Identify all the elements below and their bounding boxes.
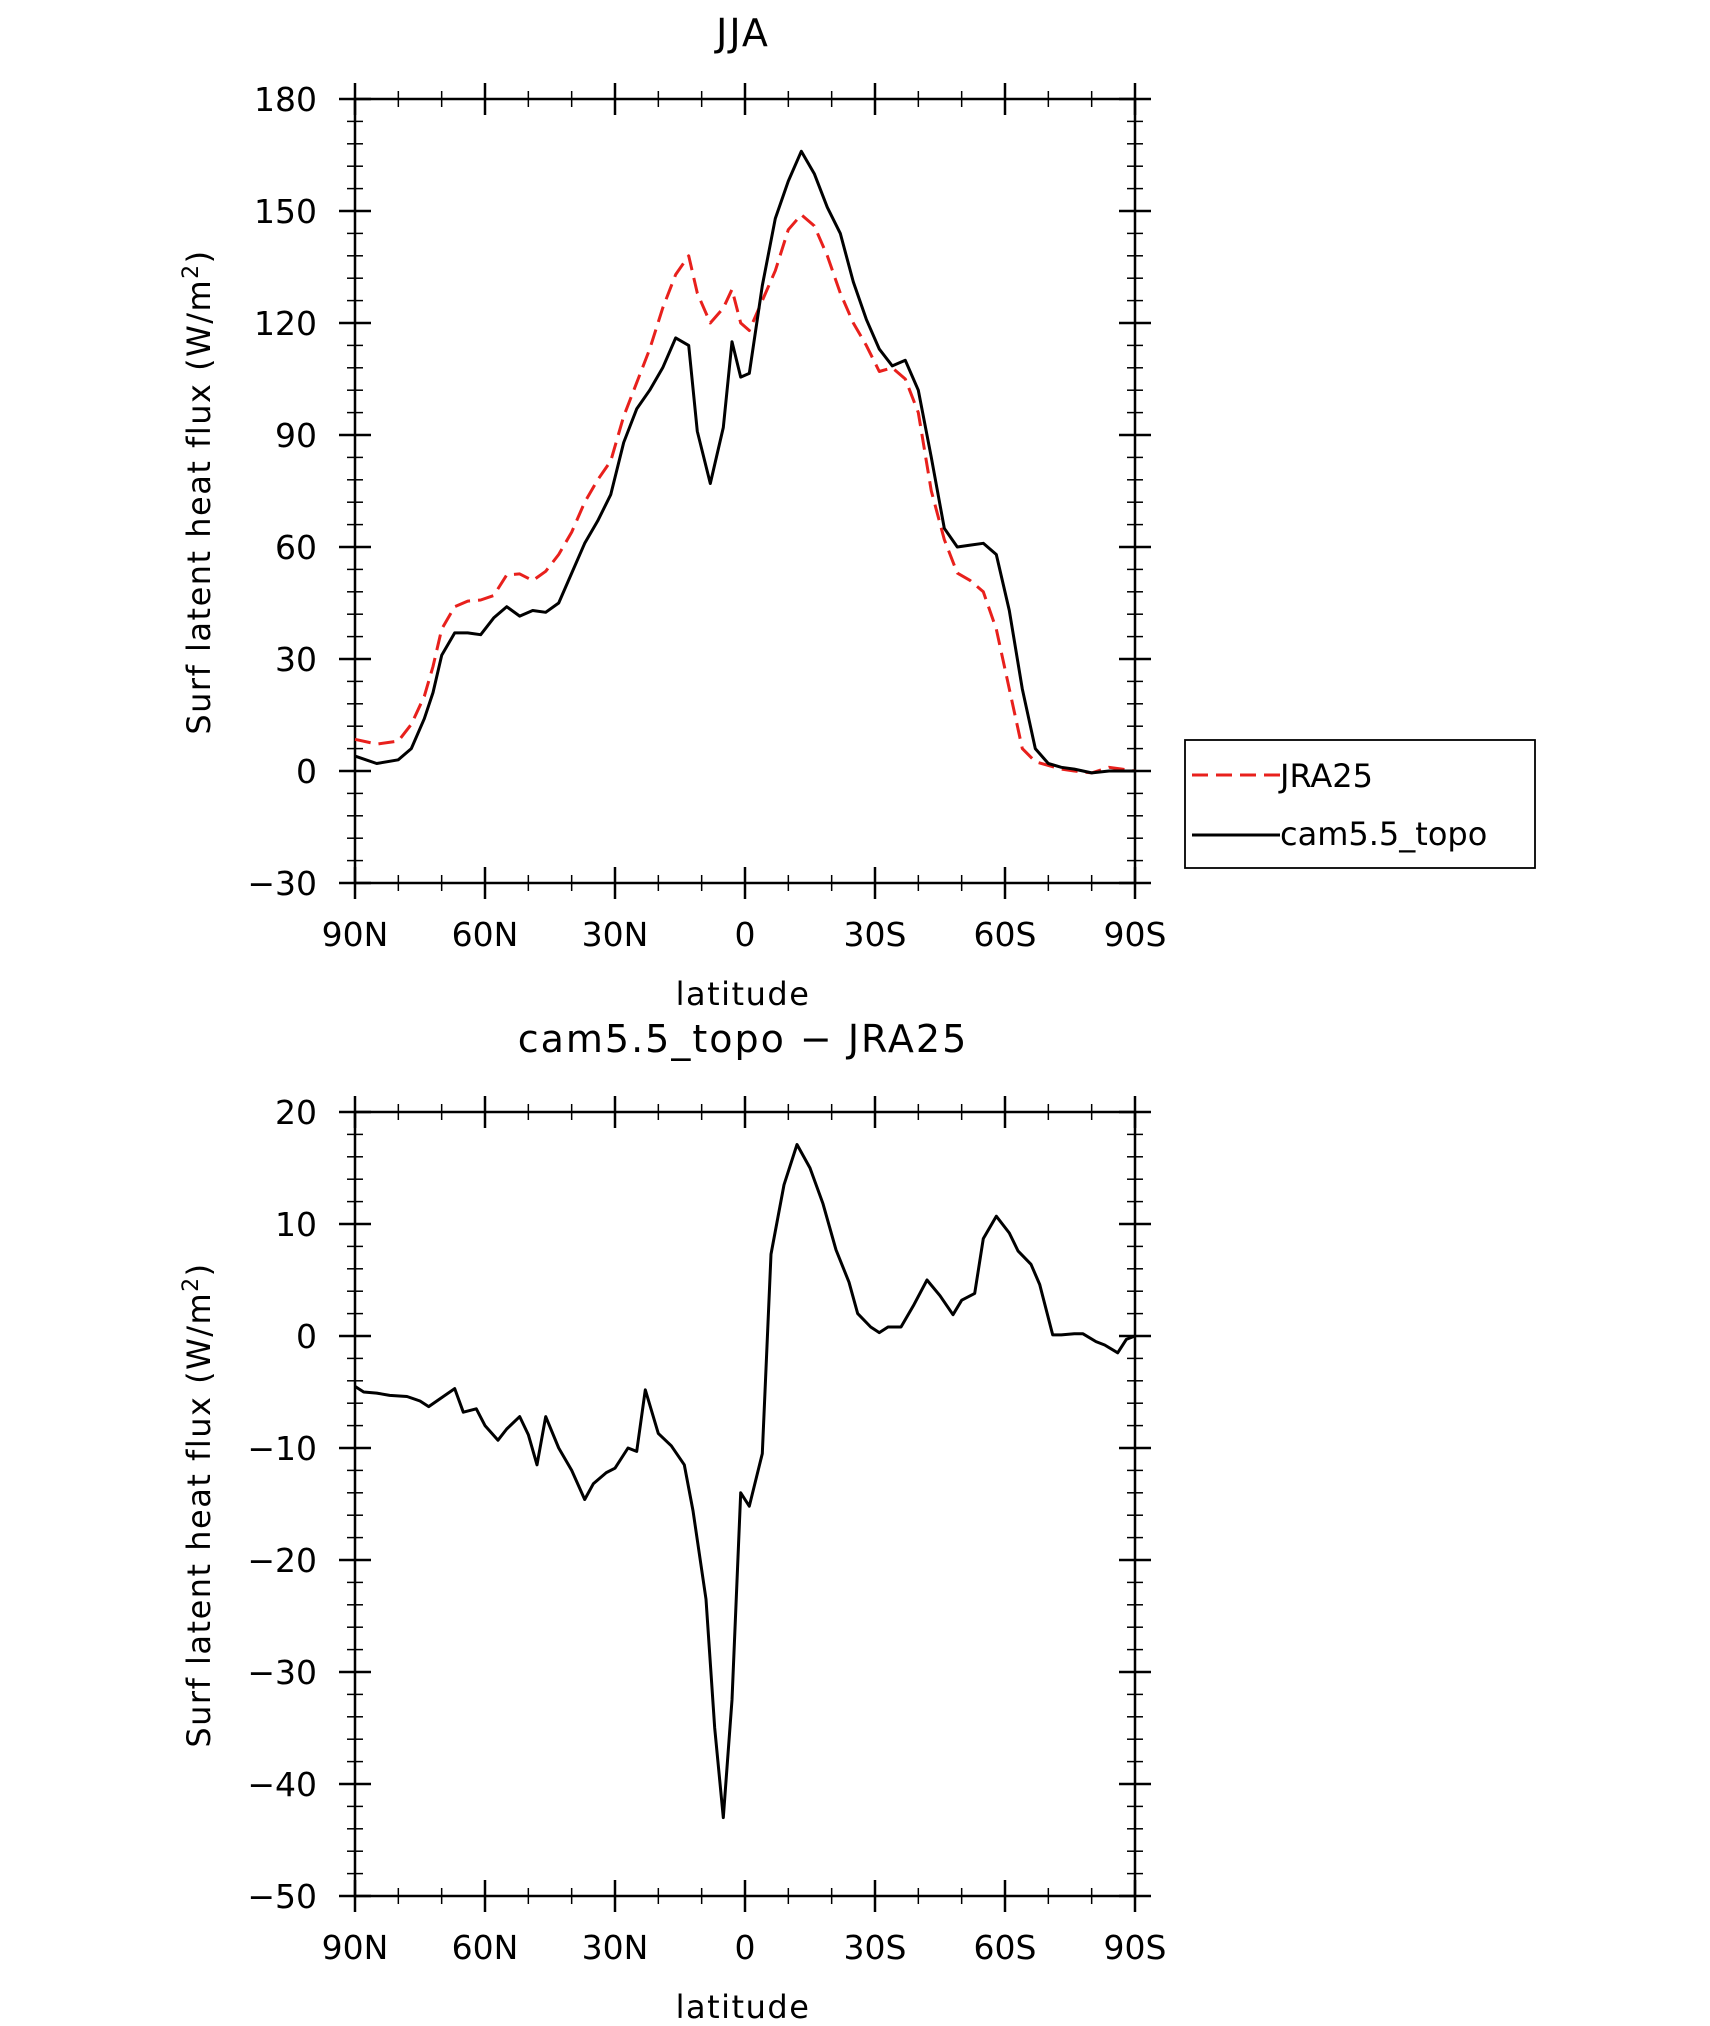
legend: JRA25 cam5.5_topo <box>1184 739 1536 869</box>
y-tick-label: 30 <box>275 640 317 679</box>
panel-bottom-x-axis-label: latitude <box>676 1988 811 2021</box>
panel-bottom-plot-frame <box>353 1110 1137 1898</box>
x-tick-label: 30S <box>844 915 907 954</box>
x-tick-label: 30S <box>844 1928 907 1967</box>
y-tick-label: −30 <box>247 864 317 903</box>
panel-bottom-y-axis-label-main: Surf latent heat flux (W/m <box>180 1292 218 1748</box>
y-tick-label: −30 <box>247 1653 317 1692</box>
panel-top-jja: JJA −30 0 30 60 90 120 150 180 90N 60N 30N 0 30S 60S… <box>179 11 1166 1013</box>
legend-box <box>1184 739 1536 869</box>
panel-top-y-axis-label-main: Surf latent heat flux (W/m <box>180 279 218 735</box>
panel-bottom-y-axis-label-sup: 2 <box>179 1276 204 1292</box>
panel-top-x-axis-label: latitude <box>676 975 811 1013</box>
x-tick-label: 90S <box>1104 915 1167 954</box>
x-tick-label: 60S <box>974 1928 1037 1967</box>
x-tick-label: 90N <box>322 1928 389 1967</box>
legend-label-cam55-topo: cam5.5_topo <box>1280 815 1487 853</box>
y-tick-label: 20 <box>275 1093 317 1132</box>
y-tick-label: 180 <box>254 80 317 119</box>
series-line-jra25 <box>354 213 1136 775</box>
panel-top-y-axis-label-sup: 2 <box>179 263 204 279</box>
panel-bottom-y-axis-label-close: ) <box>180 1262 218 1276</box>
y-tick-label: 10 <box>275 1205 317 1244</box>
x-tick-label: 60N <box>452 1928 519 1967</box>
x-tick-label: 30N <box>582 1928 649 1967</box>
panel-top-series <box>354 149 1136 775</box>
panel-bottom-series <box>354 1143 1136 1820</box>
panel-top-x-tick-labels: 90N 60N 30N 0 30S 60S 90S <box>322 915 1167 954</box>
panel-bottom-y-tick-labels: −50 −40 −30 −20 −10 0 10 20 <box>247 1093 317 1916</box>
x-tick-label: 60S <box>974 915 1037 954</box>
x-tick-label: 30N <box>582 915 649 954</box>
panel-bottom-y-axis-label: Surf latent heat flux (W/m2) <box>179 1262 218 1747</box>
x-tick-label: 60N <box>452 915 519 954</box>
y-tick-label: 0 <box>296 752 317 791</box>
series-line-cam5-5-topo-jra25 <box>354 1143 1136 1820</box>
y-tick-label: 150 <box>254 192 317 231</box>
legend-label-jra25: JRA25 <box>1278 757 1373 795</box>
panel-top-y-axis-label: Surf latent heat flux (W/m2) <box>179 249 218 734</box>
panel-bottom-title: cam5.5_topo − JRA25 <box>518 1017 969 1061</box>
panel-top-plot-frame <box>353 97 1137 885</box>
x-tick-label: 0 <box>735 915 756 954</box>
y-tick-label: −40 <box>247 1765 317 1804</box>
y-tick-label: 0 <box>296 1317 317 1356</box>
panel-top-y-axis-label-close: ) <box>180 249 218 263</box>
y-tick-label: 120 <box>254 304 317 343</box>
x-tick-label: 90N <box>322 915 389 954</box>
panel-top-y-tick-labels: −30 0 30 60 90 120 150 180 <box>247 80 317 903</box>
panel-bottom-difference: cam5.5_topo − JRA25 −50−40−30−20−1001020… <box>179 1017 1167 2026</box>
panel-top-title: JJA <box>714 11 770 55</box>
y-tick-label: −20 <box>247 1541 317 1580</box>
series-line-cam5-5-topo <box>354 149 1135 775</box>
panel-bottom-x-tick-labels: 90N 60N 30N 0 30S 60S 90S <box>322 1928 1167 1967</box>
panel-top-ticks <box>339 83 1151 899</box>
x-tick-label: 90S <box>1104 1928 1167 1967</box>
y-tick-label: 60 <box>275 528 317 567</box>
y-tick-label: −10 <box>247 1429 317 1468</box>
y-tick-label: 90 <box>275 416 317 455</box>
panel-bottom-ticks <box>339 1096 1151 1912</box>
x-tick-label: 0 <box>735 1928 756 1967</box>
y-tick-label: −50 <box>247 1877 317 1916</box>
